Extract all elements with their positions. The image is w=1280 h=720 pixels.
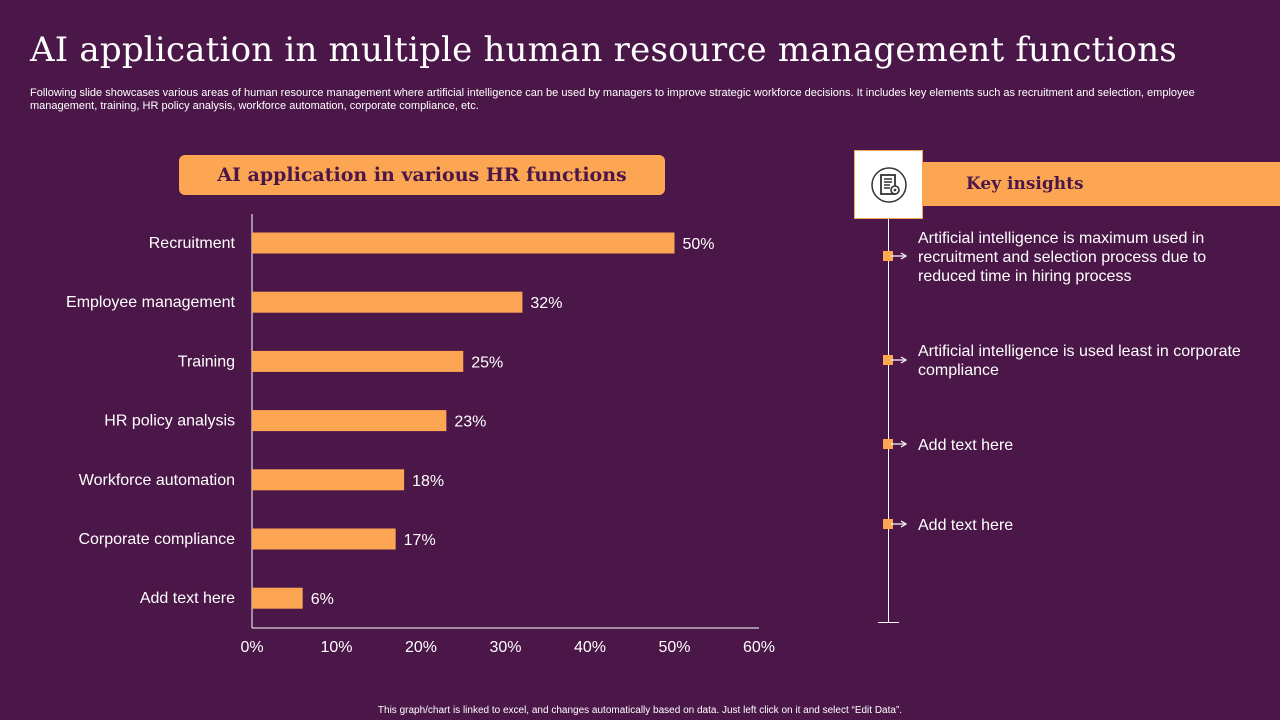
insights-header: Key insights <box>923 162 1280 206</box>
document-gear-icon <box>870 166 907 203</box>
category-label: Corporate compliance <box>78 531 235 548</box>
insight-text: Artificial intelligence is used least in… <box>918 343 1241 379</box>
bar <box>252 232 675 254</box>
data-label: 50% <box>683 236 715 253</box>
insight-marker <box>883 355 893 365</box>
insight-marker <box>883 251 893 261</box>
category-label: Recruitment <box>149 235 236 252</box>
bar <box>252 469 405 491</box>
bar <box>252 291 523 313</box>
x-tick-label: 0% <box>240 639 263 656</box>
timeline-foot <box>878 622 899 623</box>
insight-marker <box>883 439 893 449</box>
insights-icon-box <box>854 150 923 219</box>
bar <box>252 410 447 432</box>
x-tick-label: 20% <box>405 639 437 656</box>
page-subtitle: Following slide showcases various areas … <box>30 87 1195 112</box>
bar <box>252 587 303 609</box>
arrow-right-icon <box>891 356 908 364</box>
insight-text: Add text here <box>918 517 1014 534</box>
data-label: 25% <box>471 354 503 371</box>
category-label: Employee management <box>66 294 236 311</box>
data-label: 32% <box>530 295 562 312</box>
x-tick-label: 60% <box>743 639 775 656</box>
data-label: 6% <box>311 591 334 608</box>
bar <box>252 528 396 550</box>
data-label: 17% <box>404 532 436 549</box>
x-tick-label: 40% <box>574 639 606 656</box>
insight-text: Add text here <box>918 437 1014 454</box>
x-tick-label: 10% <box>320 639 352 656</box>
category-label: HR policy analysis <box>104 413 235 430</box>
footer-note: This graph/chart is linked to excel, and… <box>377 705 903 716</box>
x-tick-label: 50% <box>658 639 690 656</box>
insight-text: Artificial intelligence is maximum used … <box>918 230 1207 285</box>
category-label: Workforce automation <box>79 472 235 489</box>
insight-marker <box>883 519 893 529</box>
timeline-line <box>888 219 889 622</box>
page-title: AI application in multiple human resourc… <box>30 30 1177 70</box>
category-label: Add text here <box>140 590 235 607</box>
data-label: 18% <box>412 473 444 490</box>
arrow-right-icon <box>891 252 908 260</box>
category-label: Training <box>178 353 235 370</box>
arrow-right-icon <box>891 440 908 448</box>
arrow-right-icon <box>891 520 908 528</box>
data-label: 23% <box>454 414 486 431</box>
chart-header: AI application in various HR functions <box>179 155 665 195</box>
bar <box>252 350 464 372</box>
x-tick-label: 30% <box>489 639 521 656</box>
